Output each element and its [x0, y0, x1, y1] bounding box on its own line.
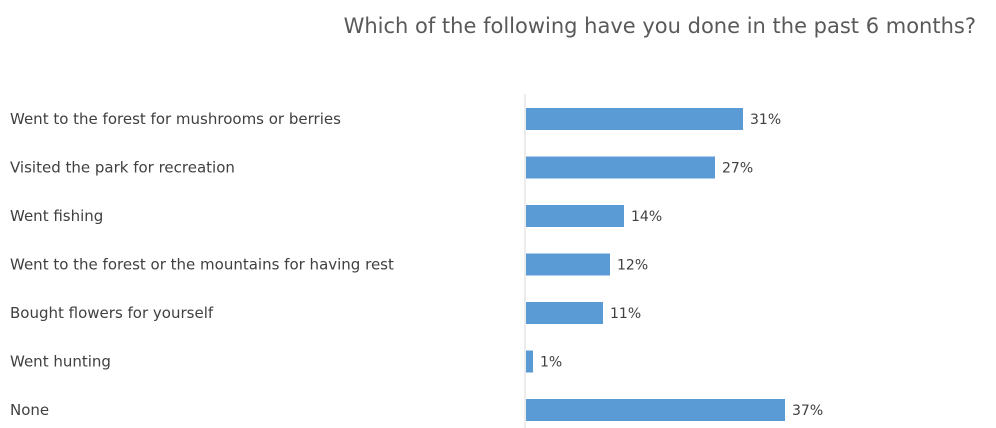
- category-label: Went to the forest or the mountains for …: [10, 256, 394, 274]
- bar: [526, 156, 715, 179]
- bar: [526, 108, 743, 130]
- data-label: 31%: [750, 112, 781, 128]
- category-label: Went fishing: [10, 207, 103, 225]
- category-label: Visited the park for recreation: [10, 159, 235, 177]
- category-label: Went to the forest for mushrooms or berr…: [10, 110, 341, 128]
- data-label: 1%: [540, 355, 562, 371]
- category-label: None: [10, 401, 49, 419]
- data-label: 14%: [631, 209, 662, 225]
- category-label: Bought flowers for yourself: [10, 304, 214, 322]
- bar: [526, 302, 603, 324]
- data-label: 11%: [610, 306, 641, 322]
- data-label: 27%: [722, 161, 753, 177]
- category-label: Went hunting: [10, 353, 111, 371]
- data-label: 37%: [792, 403, 823, 419]
- bar: [526, 205, 624, 227]
- bar: [526, 399, 785, 421]
- bar: [526, 350, 533, 373]
- bar: [526, 253, 610, 276]
- chart-title: Which of the following have you done in …: [343, 14, 976, 38]
- data-label: 12%: [617, 258, 648, 274]
